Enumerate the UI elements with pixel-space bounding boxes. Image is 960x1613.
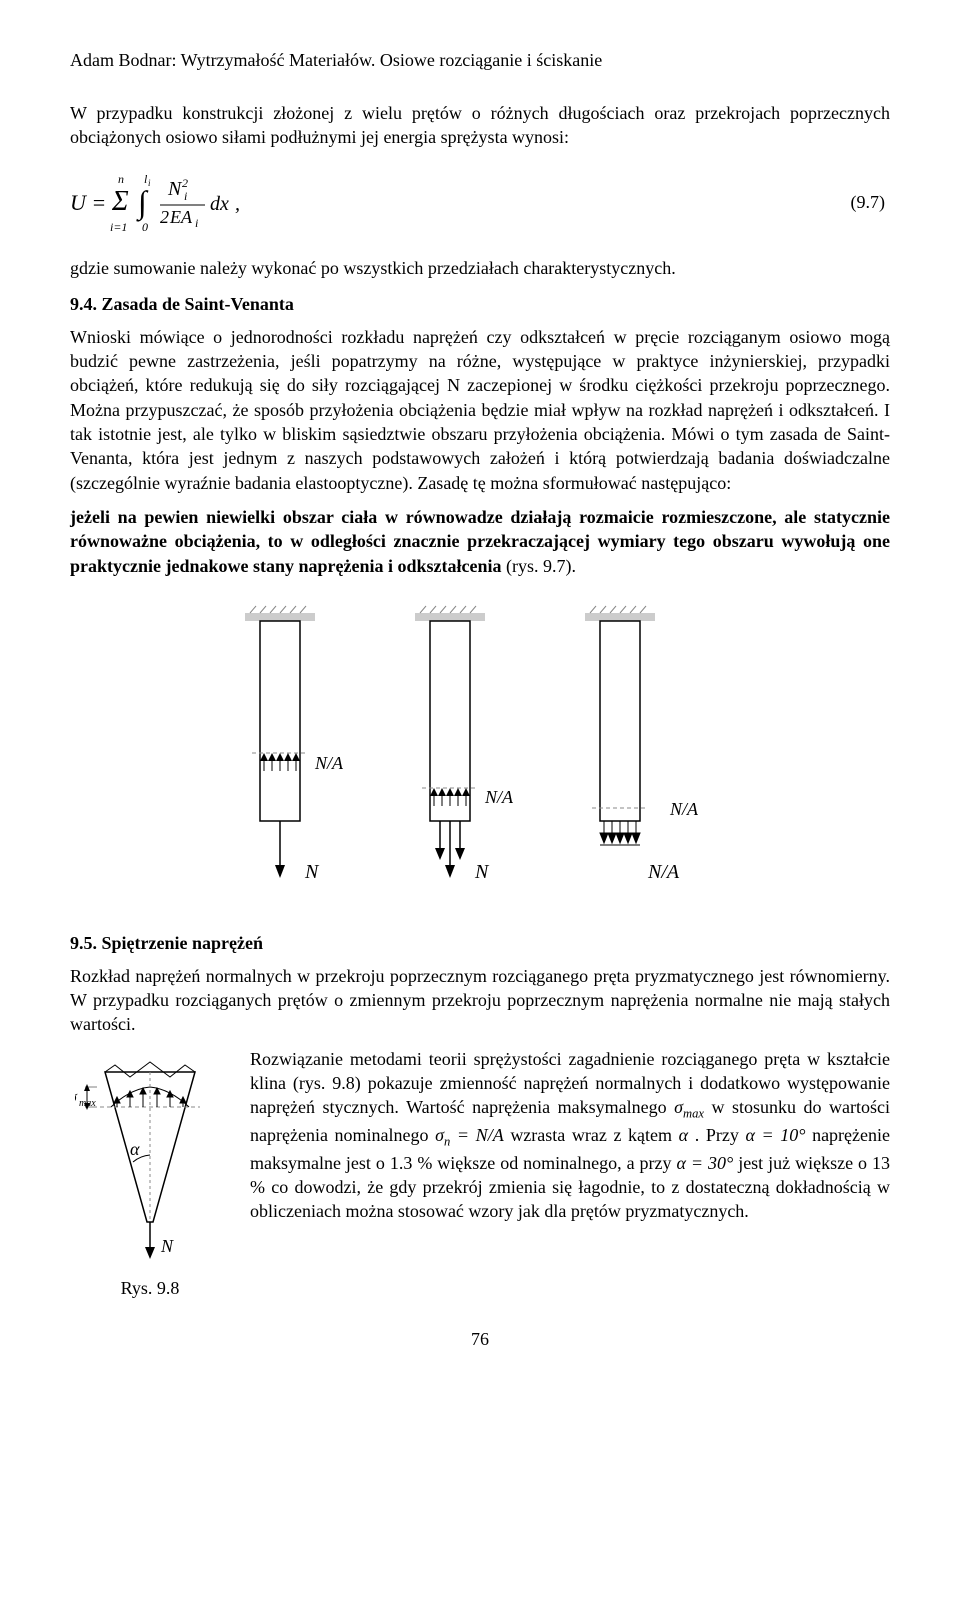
svg-text:i: i	[148, 178, 151, 188]
svg-text:max: max	[79, 1098, 96, 1109]
sec95-sigma-max: σmax	[674, 1097, 704, 1117]
svg-text:dx: dx	[210, 193, 229, 215]
svg-text:i: i	[184, 189, 187, 203]
section-9-5-para1: Rozkład naprężeń normalnych w przekroju …	[70, 964, 890, 1037]
sec95-a10: α = 10°	[745, 1125, 805, 1145]
svg-text:N: N	[160, 1236, 174, 1256]
sec95-a30: α = 30°	[677, 1153, 734, 1173]
svg-text:U =: U =	[70, 190, 106, 215]
svg-text:α: α	[130, 1139, 140, 1159]
sec94-tail-text: (rys. 9.7).	[502, 556, 577, 576]
sec95-alpha-1: α	[679, 1125, 688, 1145]
fig97-label-na-2: N/A	[484, 787, 514, 807]
fig97-label-n-3: N/A	[647, 861, 680, 883]
fig97-label-na-1: N/A	[314, 753, 344, 773]
sec95-r1d: . Przy	[695, 1125, 746, 1145]
sec95-sigma-n: σn = N/A	[435, 1125, 504, 1145]
sec95-r1c: wzrasta wraz z kątem	[510, 1125, 678, 1145]
svg-text:2: 2	[182, 176, 188, 190]
sec94-body-text: Wnioski mówiące o jednorodności rozkładu…	[70, 327, 890, 493]
svg-text:n: n	[118, 172, 124, 186]
formula-9-7: U = n Σ i=1 l i ∫ 0 N i 2 2 EA i dx ,	[70, 165, 270, 241]
figure-9-8-caption: Rys. 9.8	[70, 1278, 230, 1299]
svg-text:Σ: Σ	[111, 186, 129, 217]
page-number: 76	[70, 1329, 890, 1350]
formula-row-9-7: U = n Σ i=1 l i ∫ 0 N i 2 2 EA i dx , (9…	[70, 165, 890, 241]
section-9-5-title: 9.5. Spiętrzenie naprężeń	[70, 933, 890, 954]
svg-text:EA: EA	[169, 207, 193, 227]
svg-text:N: N	[167, 178, 183, 200]
figure-9-7: N/A N N/A	[70, 603, 890, 918]
intro-paragraph: W przypadku konstrukcji złożonej z wielu…	[70, 101, 890, 150]
fig97-label-n-2: N	[474, 861, 490, 883]
svg-text:i=1: i=1	[110, 220, 127, 234]
figure-9-8: σ max α N Rys. 9.8	[70, 1047, 230, 1299]
after-formula-text: gdzie sumowanie należy wykonać po wszyst…	[70, 256, 890, 280]
page-header: Adam Bodnar: Wytrzymałość Materiałów. Os…	[70, 50, 890, 71]
svg-text:i: i	[195, 216, 198, 230]
svg-text:σ: σ	[75, 1089, 78, 1106]
fig97-label-na-3: N/A	[669, 799, 699, 819]
svg-text:0: 0	[142, 220, 148, 234]
section-9-5-right-text: Rozwiązanie metodami teorii sprężystości…	[250, 1047, 890, 1224]
fig97-label-n-1: N	[304, 861, 320, 883]
svg-text:2: 2	[160, 207, 169, 227]
sec94-bold-text: jeżeli na pewien niewielki obszar ciała …	[70, 507, 890, 576]
svg-text:,: ,	[235, 193, 240, 215]
section-9-4-title: 9.4. Zasada de Saint-Venanta	[70, 294, 890, 315]
section-9-4-body: Wnioski mówiące o jednorodności rozkładu…	[70, 325, 890, 495]
svg-text:∫: ∫	[136, 184, 149, 222]
section-9-4-bold: jeżeli na pewien niewielki obszar ciała …	[70, 505, 890, 578]
formula-number-9-7: (9.7)	[851, 192, 891, 213]
